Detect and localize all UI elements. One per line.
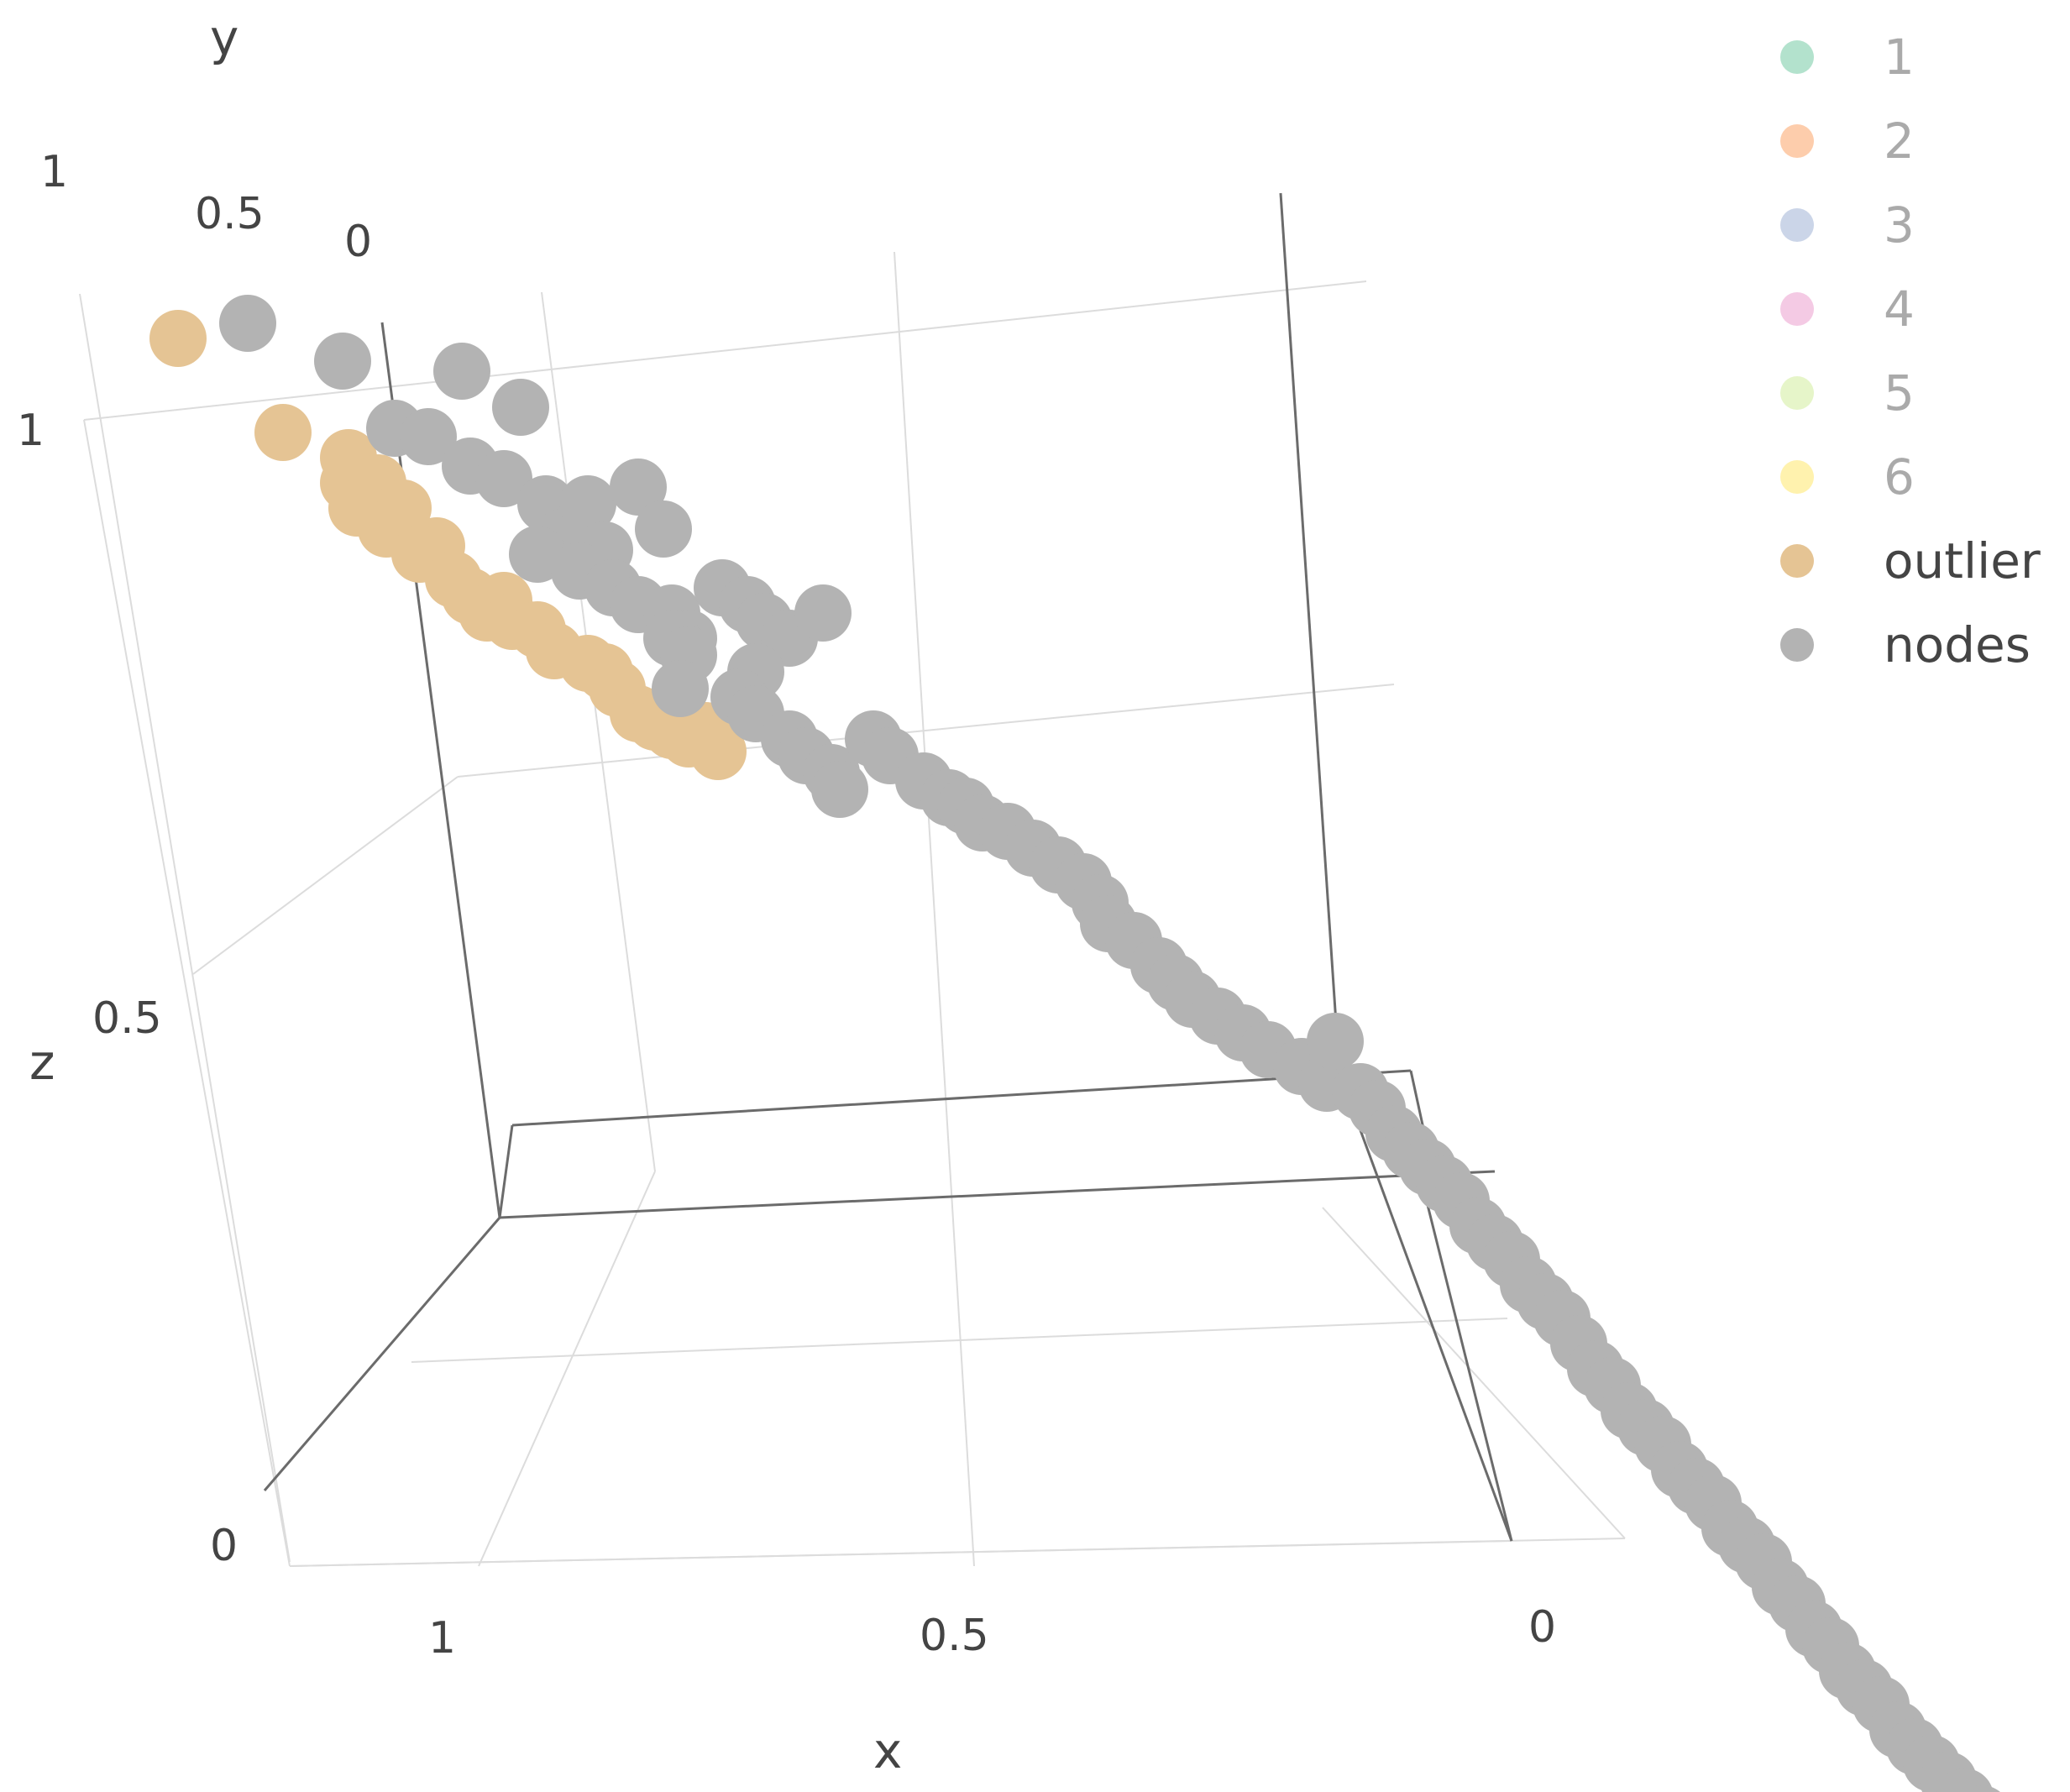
legend-label: nodes [1884,616,2031,673]
z-tick-0: 0 [210,1521,238,1571]
outlier-point [689,723,747,780]
legend-marker [1780,208,1814,242]
legend-marker [1780,544,1814,578]
x-tick-1: 1 [428,1613,456,1664]
nodes-point [314,333,371,390]
legend-label: 3 [1884,196,1915,254]
legend-label: 6 [1884,448,1915,506]
legend-item-6[interactable]: 6 [1780,448,1915,506]
legend-marker [1780,376,1814,410]
legend-item-3[interactable]: 3 [1780,196,1915,254]
nodes-point [400,408,457,465]
nodes-point [559,475,616,532]
nodes-point [475,450,532,507]
legend-item-2[interactable]: 2 [1780,113,1915,170]
legend-item-outlier[interactable]: outlier [1780,532,2041,589]
x-tick-0: 0 [1528,1602,1556,1653]
axis-frame [263,192,1513,1542]
legend[interactable]: 1 2 3 4 5 6 outlier nodes [1780,29,2041,673]
tick-labels: 1 0.5 0 1 0.5 0 1 0.5 0 [17,147,1556,1664]
legend-marker [1780,460,1814,494]
legend-label: outlier [1884,532,2041,589]
y-tick-0: 0 [344,217,372,267]
y-tick-0.5: 0.5 [195,189,265,239]
nodes-point [433,343,490,400]
y-axis-title: y [210,9,238,66]
legend-label: 1 [1884,29,1915,86]
nodes-point [219,295,276,352]
legend-item-4[interactable]: 4 [1780,280,1915,338]
nodes-point [610,458,667,516]
z-axis-title: z [29,1034,55,1091]
nodes-point [811,761,868,818]
legend-marker [1780,40,1814,74]
legend-label: 5 [1884,364,1915,422]
nodes-point [1963,1785,2000,1792]
grid-lines [79,192,1626,1567]
legend-label: 2 [1884,113,1915,170]
nodes-point [1307,1013,1364,1070]
legend-marker [1780,292,1814,326]
data-points [149,295,2000,1792]
legend-item-1[interactable]: 1 [1780,29,1915,86]
outlier-point [254,404,312,461]
legend-item-5[interactable]: 5 [1780,364,1915,422]
y-tick-1: 1 [40,147,68,197]
x-tick-0.5: 0.5 [920,1611,989,1661]
nodes-point [492,379,549,436]
legend-item-nodes[interactable]: nodes [1780,616,2031,673]
nodes-point [794,584,852,642]
z-tick-1: 1 [17,406,45,456]
legend-label: 4 [1884,280,1915,338]
z-tick-0.5: 0.5 [92,993,162,1044]
legend-marker [1780,124,1814,158]
nodes-point [635,500,692,558]
nodes-point [652,660,709,717]
outlier-point [149,310,207,367]
axis-titles: y z x [29,9,902,1779]
legend-marker [1780,628,1814,662]
x-axis-title: x [873,1722,902,1779]
